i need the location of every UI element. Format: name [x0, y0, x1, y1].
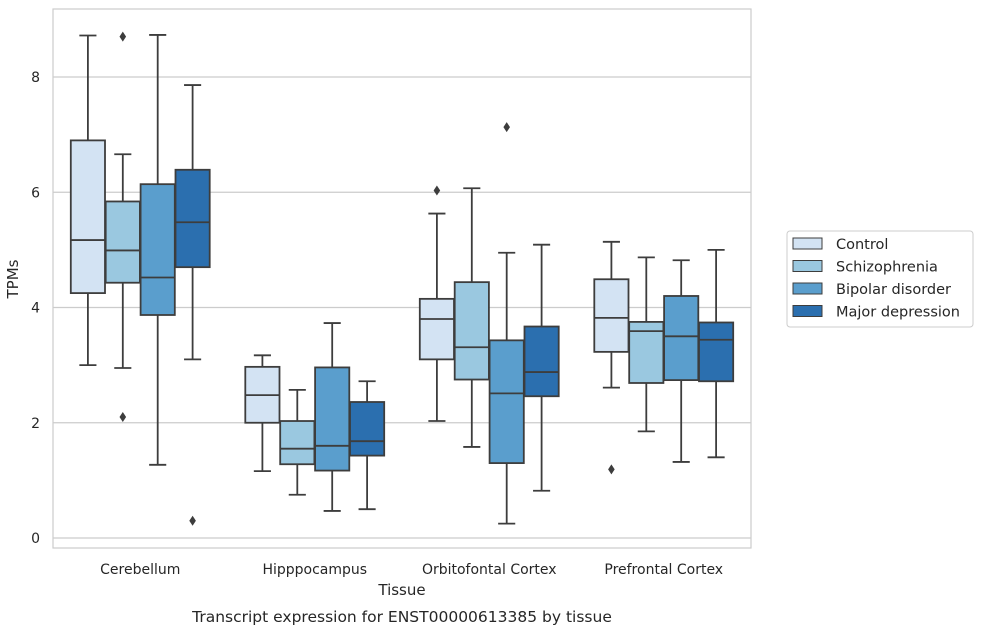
y-tick-label: 4	[31, 301, 40, 317]
box-body	[593, 278, 630, 353]
y-tick-label: 8	[31, 70, 40, 86]
outlier-point	[433, 185, 441, 196]
box-bipolar-disorder	[663, 259, 700, 463]
legend-frame	[786, 230, 974, 328]
outlier-point	[189, 515, 196, 526]
box-schizophrenia	[453, 187, 490, 448]
box-control	[69, 34, 106, 367]
x-axis-label: Tissue	[377, 581, 425, 599]
x-tick-label: Orbitofontal Cortex	[422, 562, 557, 578]
box-schizophrenia	[628, 256, 665, 433]
box-schizophrenia	[104, 31, 141, 422]
y-tick-label: 0	[31, 531, 40, 547]
legend-label: Control	[836, 237, 888, 253]
box-bipolar-disorder	[314, 322, 351, 512]
legend-label: Bipolar disorder	[836, 282, 951, 298]
box-major-depression	[523, 243, 560, 492]
legend-swatch	[792, 305, 823, 317]
legend-label: Major depression	[836, 305, 960, 321]
box-body	[488, 339, 525, 464]
box-body	[174, 168, 211, 269]
box-bipolar-disorder	[488, 122, 525, 525]
x-tick-label: Prefrontal Cortex	[604, 562, 723, 578]
box-body	[314, 366, 351, 472]
x-tick-label: Hipppocampus	[262, 562, 367, 578]
box-body	[628, 321, 665, 384]
box-body	[453, 281, 490, 381]
y-axis: 0 2 4 6 8	[31, 70, 40, 547]
y-tick-label: 2	[31, 416, 40, 432]
box-body	[698, 321, 735, 383]
box-bipolar-disorder	[139, 34, 176, 466]
y-tick-label: 6	[31, 185, 40, 201]
outlier-point	[119, 411, 127, 422]
box-body	[523, 325, 560, 398]
box-body	[69, 139, 106, 294]
box-body	[139, 183, 176, 316]
legend-label: Schizophrenia	[836, 260, 938, 276]
outlier-point	[119, 31, 127, 42]
legend-swatch	[792, 260, 823, 272]
box-body	[663, 295, 700, 382]
plot-frame	[52, 8, 752, 549]
box-major-depression	[349, 380, 386, 511]
box-plot-area	[69, 31, 735, 526]
box-control	[593, 240, 630, 475]
box-control	[244, 354, 281, 473]
chart-caption: Transcript expression for ENST0000061338…	[191, 608, 612, 626]
x-axis: Cerebellum Hipppocampus Orbitofontal Corte…	[100, 562, 723, 578]
box-schizophrenia	[279, 389, 316, 496]
legend-swatch	[792, 282, 823, 295]
box-body	[104, 200, 141, 284]
x-tick-label: Cerebellum	[100, 562, 180, 578]
box-body	[279, 420, 316, 466]
box-major-depression	[174, 84, 211, 526]
box-control	[418, 185, 455, 422]
legend-swatch	[792, 237, 823, 250]
legend: Control Schizophrenia Bipolar disorder Majo…	[786, 230, 974, 328]
y-axis-label: TPMs	[4, 259, 22, 299]
outlier-point	[503, 122, 510, 133]
box-body	[418, 297, 455, 361]
box-major-depression	[698, 248, 735, 459]
box-body	[349, 401, 386, 457]
outlier-point	[608, 464, 615, 475]
